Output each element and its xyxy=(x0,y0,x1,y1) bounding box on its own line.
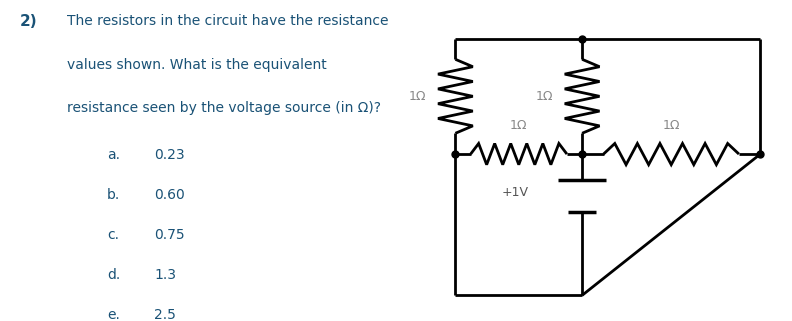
Text: a.: a. xyxy=(107,148,120,162)
Text: The resistors in the circuit have the resistance: The resistors in the circuit have the re… xyxy=(67,14,389,29)
Text: 2): 2) xyxy=(20,14,37,30)
Text: 1Ω: 1Ω xyxy=(409,90,426,103)
Text: 1Ω: 1Ω xyxy=(510,119,527,132)
Text: 1.3: 1.3 xyxy=(154,268,177,282)
Text: 2.5: 2.5 xyxy=(154,308,177,321)
Text: 0.60: 0.60 xyxy=(154,188,185,202)
Text: 1Ω: 1Ω xyxy=(662,119,680,132)
Text: e.: e. xyxy=(107,308,120,321)
Text: c.: c. xyxy=(107,228,119,242)
Text: 0.75: 0.75 xyxy=(154,228,185,242)
Text: 0.23: 0.23 xyxy=(154,148,185,162)
Text: 1Ω: 1Ω xyxy=(535,90,553,103)
Text: d.: d. xyxy=(107,268,120,282)
Text: values shown. What is the equivalent: values shown. What is the equivalent xyxy=(67,58,327,72)
Text: +1V: +1V xyxy=(501,186,528,199)
Text: resistance seen by the voltage source (in Ω)?: resistance seen by the voltage source (i… xyxy=(67,101,381,115)
Text: b.: b. xyxy=(107,188,120,202)
